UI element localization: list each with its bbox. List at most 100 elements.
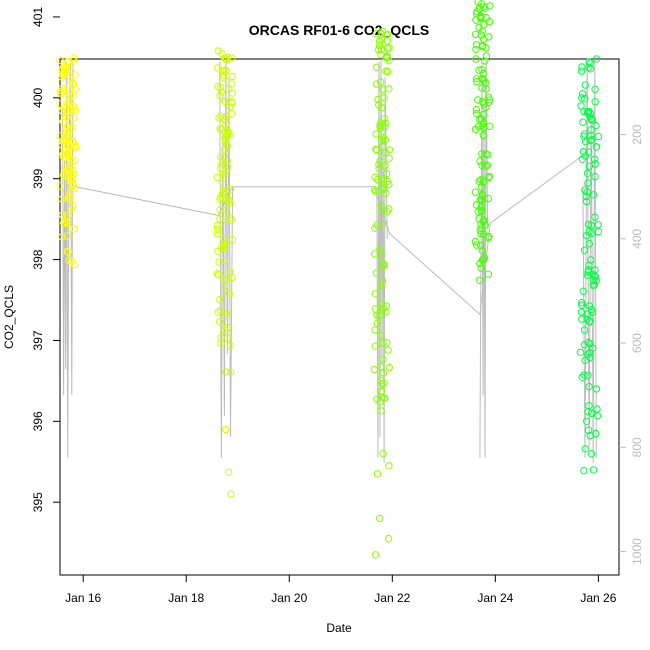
data-point <box>585 228 593 236</box>
data-point <box>376 363 385 371</box>
data-point <box>68 176 77 184</box>
data-point <box>59 153 68 161</box>
data-point <box>58 107 66 115</box>
data-point <box>477 203 485 211</box>
data-point <box>584 338 592 347</box>
data-point <box>477 241 485 250</box>
data-point <box>219 158 227 166</box>
data-point <box>584 426 593 434</box>
data-point <box>63 247 71 256</box>
data-point <box>478 190 487 199</box>
data-point <box>385 462 393 470</box>
data-point <box>217 244 225 252</box>
data-point <box>477 31 485 39</box>
data-point <box>228 80 236 88</box>
data-point <box>222 368 230 376</box>
right-tick-label: 400 <box>630 228 644 248</box>
data-point <box>478 150 486 158</box>
data-point <box>585 162 593 170</box>
data-point <box>583 197 591 206</box>
data-point <box>584 220 593 229</box>
data-point <box>377 407 385 415</box>
data-point <box>227 185 235 193</box>
data-point <box>479 131 487 140</box>
data-point <box>383 339 391 347</box>
data-point <box>594 221 602 229</box>
data-point <box>222 120 230 129</box>
data-point <box>226 341 234 350</box>
data-point <box>480 77 488 85</box>
data-point <box>214 225 222 234</box>
data-point <box>385 363 393 372</box>
data-point <box>381 161 389 170</box>
data-point <box>591 273 600 281</box>
data-point <box>383 44 392 52</box>
data-point <box>481 221 489 229</box>
data-point <box>227 216 236 225</box>
data-point <box>222 311 231 319</box>
data-point <box>56 132 64 140</box>
data-point <box>65 195 74 203</box>
data-point <box>56 56 64 64</box>
data-point <box>378 300 386 308</box>
data-point <box>371 187 380 196</box>
data-point <box>65 89 73 97</box>
data-point <box>61 67 69 76</box>
data-point <box>379 450 387 458</box>
data-point <box>592 277 600 285</box>
y-axis-label: CO2_QCLS <box>2 285 16 349</box>
data-point <box>217 333 225 342</box>
y-tick-label: 398 <box>31 249 45 269</box>
data-point <box>218 50 226 58</box>
data-point <box>228 72 237 81</box>
data-point <box>472 241 481 249</box>
data-point <box>582 192 590 201</box>
data-point <box>376 398 384 406</box>
data-point <box>377 201 385 209</box>
data-point <box>216 215 224 223</box>
data-point <box>587 450 596 458</box>
data-point <box>69 57 78 65</box>
data-point <box>221 115 229 123</box>
data-point <box>213 173 221 182</box>
data-point <box>217 339 225 347</box>
data-point <box>578 301 586 309</box>
data-point <box>377 281 385 290</box>
data-point <box>486 2 494 10</box>
data-point <box>590 281 598 289</box>
data-point <box>58 233 66 241</box>
data-point <box>584 407 592 416</box>
data-point <box>594 412 602 420</box>
y-tick-label: 401 <box>31 7 45 27</box>
data-point <box>227 110 236 118</box>
data-point <box>579 147 588 156</box>
data-point <box>223 323 231 332</box>
data-point <box>485 17 494 26</box>
data-point <box>378 277 387 285</box>
data-point <box>219 187 227 195</box>
x-axis-label: Date <box>326 621 352 635</box>
data-point <box>219 169 228 178</box>
data-point <box>370 185 379 194</box>
data-point <box>578 315 586 323</box>
data-point <box>584 179 592 187</box>
data-point <box>472 201 481 209</box>
x-tick-label: Jan 26 <box>580 591 616 605</box>
data-point <box>480 254 489 262</box>
data-point <box>379 339 387 347</box>
data-point <box>475 215 483 223</box>
data-point <box>372 63 381 71</box>
data-point <box>385 154 393 163</box>
data-point <box>58 84 66 93</box>
data-point <box>63 127 72 136</box>
data-point <box>379 355 387 363</box>
data-point <box>221 425 230 434</box>
data-point <box>580 107 588 116</box>
data-point <box>217 88 226 96</box>
data-point <box>64 106 72 114</box>
data-point <box>375 37 384 45</box>
data-point <box>585 302 594 310</box>
data-point <box>586 59 594 67</box>
data-point <box>220 153 229 162</box>
x-tick-label: Jan 18 <box>168 591 204 605</box>
